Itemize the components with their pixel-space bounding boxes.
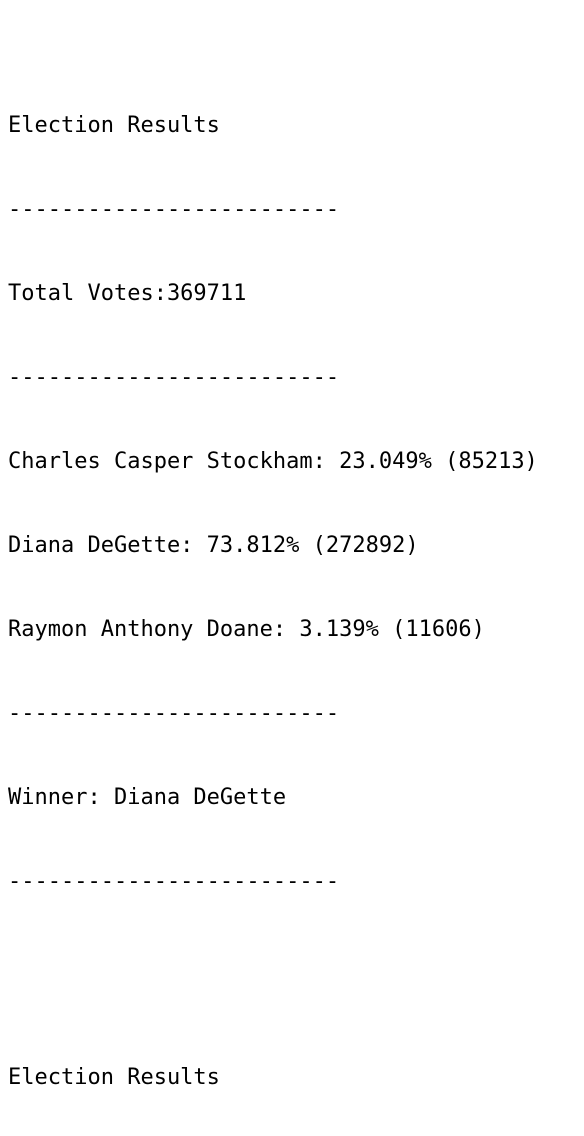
terminal-output: Election Results -----------------------… xyxy=(8,0,582,1090)
election-results-block: Election Results -----------------------… xyxy=(8,56,582,952)
separator-line: ------------------------- xyxy=(8,701,340,726)
candidate-line: Raymon Anthony Doane: 3.139% (11606) xyxy=(8,617,485,642)
results-heading: Election Results xyxy=(8,1065,220,1090)
candidate-line: Diana DeGette: 73.812% (272892) xyxy=(8,533,419,558)
separator-line: ------------------------- xyxy=(8,869,340,894)
separator-line: ------------------------- xyxy=(8,197,340,222)
results-heading: Election Results xyxy=(8,113,220,138)
election-results-block: Election Results -----------------------… xyxy=(8,1008,582,1136)
separator-line: ------------------------- xyxy=(8,365,340,390)
total-votes-line: Total Votes:369711 xyxy=(8,281,247,306)
winner-line: Winner: Diana DeGette xyxy=(8,785,287,810)
candidate-line: Charles Casper Stockham: 23.049% (85213) xyxy=(8,449,538,474)
